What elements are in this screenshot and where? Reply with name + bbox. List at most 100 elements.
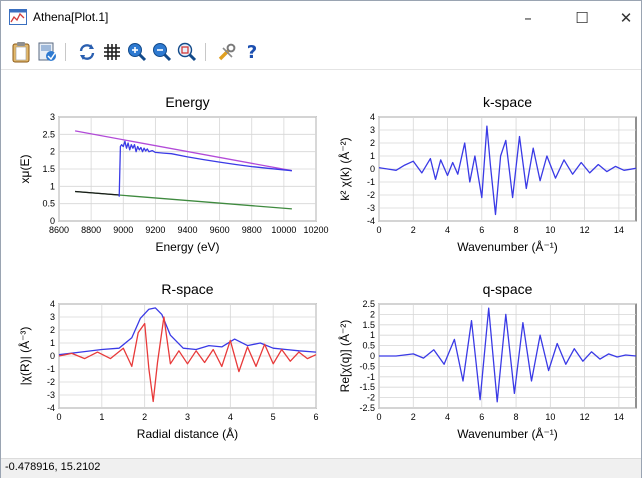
y-tick-label: 2: [50, 147, 55, 157]
zoom-out-icon: [153, 43, 172, 62]
toolbar: ?: [1, 35, 641, 70]
energy-plot[interactable]: 8600 8800 9000 9200 9400 9600 9800 10000 10200 0 0…: [18, 94, 329, 254]
plot-title: k-space: [483, 94, 532, 110]
x-tick-label: 9400: [177, 225, 197, 235]
plot-title: R-space: [161, 281, 213, 297]
x-axis-label: Radial distance (Å): [137, 426, 238, 441]
y-tick-label: -3: [367, 203, 375, 213]
r-space-plot[interactable]: 0 1 2 3 4 5 6 -4 -3 -2 -1 0 1 2 3 4 R-space Radial distan…: [17, 281, 319, 441]
x-tick-label: 6: [479, 225, 484, 235]
y-axis-label: |χ(R)| (Å⁻³): [17, 327, 32, 386]
y-tick-label: -2.5: [359, 403, 375, 413]
x-tick-label: 4: [445, 412, 450, 422]
zoom-fit-button[interactable]: [175, 40, 199, 64]
x-tick-label: 2: [142, 412, 147, 422]
y-tick-label: 0.5: [42, 199, 55, 209]
plot-title: Energy: [165, 94, 209, 110]
plot-title: q-space: [483, 281, 533, 297]
x-tick-label: 8: [514, 225, 519, 235]
energy-series-2: [75, 190, 120, 196]
y-tick-label: 2.5: [42, 129, 55, 139]
k-space-plot[interactable]: 0 2 4 6 8 10 12 14-4-3-2-101234k-spaceWavenumbe…: [337, 94, 637, 254]
y-tick-label: -1: [47, 364, 55, 374]
y-tick-label: 3: [50, 312, 55, 322]
y-tick-label: 0.5: [362, 341, 375, 351]
q-space-series-0: [379, 307, 637, 403]
x-tick-label: 12: [580, 225, 590, 235]
y-tick-label: 4: [50, 299, 55, 309]
y-axis-label: k² χ(k) (Å⁻²): [337, 137, 352, 200]
toolbar-separator: [205, 43, 206, 61]
x-tick-label: 12: [580, 412, 590, 422]
zoom-in-icon: [128, 43, 147, 62]
grid-button[interactable]: [100, 40, 124, 64]
tools-button[interactable]: [215, 40, 239, 64]
y-tick-label: 2.5: [362, 299, 375, 309]
x-tick-label: 10000: [271, 225, 296, 235]
grid-icon: [104, 44, 120, 60]
x-tick-label: 0: [376, 412, 381, 422]
tools-icon: [218, 43, 236, 61]
refresh-button[interactable]: [75, 40, 99, 64]
y-tick-label: 2: [370, 309, 375, 319]
maximize-icon: ☐: [575, 9, 589, 27]
x-tick-label: 10: [545, 225, 555, 235]
y-tick-label: 0: [370, 164, 375, 174]
x-axis-label: Wavenumber (Å⁻¹): [457, 239, 558, 254]
x-tick-label: 8600: [49, 225, 69, 235]
x-tick-label: 14: [614, 225, 624, 235]
y-tick-label: 0: [50, 351, 55, 361]
window-title: Athena[Plot.1]: [33, 10, 109, 24]
clipboard-icon: [12, 42, 30, 63]
plots-canvas[interactable]: 8600 8800 9000 9200 9400 9600 9800 10000 1020000…: [1, 70, 641, 457]
q-space-plot[interactable]: 0 2 4 6 8 10 12 14-2.5-2-1.5-1-0.500.511.522.5q…: [337, 281, 637, 441]
y-tick-label: 1: [370, 151, 375, 161]
x-tick-label: 5: [271, 412, 276, 422]
x-tick-label: 9600: [210, 225, 230, 235]
y-tick-label: -1.5: [359, 382, 375, 392]
save-button[interactable]: [35, 40, 59, 64]
minimize-button[interactable]: –: [513, 5, 543, 31]
y-tick-label: -2: [367, 393, 375, 403]
close-button[interactable]: ✕: [611, 5, 641, 31]
toolbar-separator: [65, 43, 66, 61]
minimize-icon: –: [524, 9, 532, 27]
y-tick-label: 0: [50, 216, 55, 226]
x-tick-label: 0: [56, 412, 61, 422]
x-tick-label: 8: [514, 412, 519, 422]
x-tick-label: 8800: [81, 225, 101, 235]
clipboard-button[interactable]: [9, 40, 33, 64]
help-button[interactable]: ?: [240, 40, 264, 64]
status-bar: -0.478916, 15.2102: [1, 458, 641, 478]
cursor-coordinates: -0.478916, 15.2102: [5, 461, 101, 473]
zoom-in-button[interactable]: [125, 40, 149, 64]
energy-series-0: [74, 130, 293, 172]
plot-area: 8600 8800 9000 9200 9400 9600 9800 10000 10200 0 0…: [1, 70, 641, 457]
x-tick-label: 0: [376, 225, 381, 235]
y-tick-label: 3: [50, 112, 55, 122]
zoom-out-button[interactable]: [150, 40, 174, 64]
save-icon: [38, 42, 56, 61]
title-bar[interactable]: Athena[Plot.1] – ☐ ✕: [1, 1, 641, 35]
y-tick-label: 3: [370, 125, 375, 135]
x-tick-label: 2: [411, 412, 416, 422]
x-tick-label: 9800: [242, 225, 262, 235]
x-tick-label: 6: [479, 412, 484, 422]
x-axis-label: Energy (eV): [155, 240, 219, 254]
y-tick-label: 4: [370, 112, 375, 122]
y-tick-label: 1.5: [362, 320, 375, 330]
y-tick-label: -4: [47, 403, 55, 413]
y-tick-label: 1: [370, 330, 375, 340]
zoom-fit-icon: [177, 42, 197, 62]
refresh-icon: [79, 44, 95, 60]
close-icon: ✕: [619, 9, 633, 27]
y-axis-label: Re[χ(q)] (Å⁻²): [337, 320, 352, 393]
x-tick-label: 4: [228, 412, 233, 422]
y-axis-label: xμ(E): [18, 155, 32, 184]
k-space-series-0: [378, 125, 637, 216]
x-tick-label: 6: [313, 412, 318, 422]
x-tick-label: 4: [445, 225, 450, 235]
y-tick-label: -1: [367, 177, 375, 187]
maximize-button[interactable]: ☐: [567, 5, 597, 31]
